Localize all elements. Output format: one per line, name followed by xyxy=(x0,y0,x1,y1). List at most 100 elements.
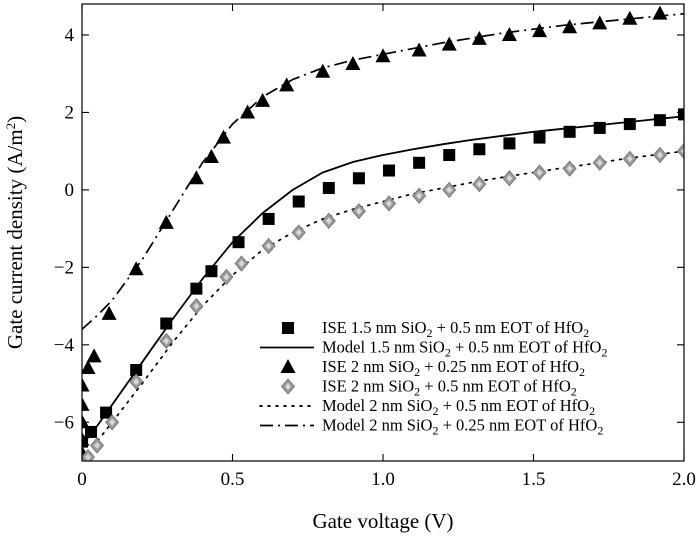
data-point xyxy=(622,150,637,168)
data-point xyxy=(261,237,276,255)
legend-label-mid: + 0.25 nm EOT of HfO xyxy=(438,416,597,435)
data-point xyxy=(562,19,578,34)
data-point xyxy=(352,172,365,185)
data-point xyxy=(82,377,90,392)
data-point xyxy=(203,148,219,163)
data-point xyxy=(411,42,427,57)
y-tick-label: 0 xyxy=(65,180,75,201)
data-point xyxy=(383,164,396,177)
data-point xyxy=(532,23,548,38)
data-point xyxy=(128,261,144,276)
data-point xyxy=(101,305,117,320)
legend-label-mid: + 0.25 nm EOT of HfO xyxy=(420,357,579,376)
data-point xyxy=(676,143,684,160)
data-point xyxy=(471,30,487,45)
legend-label: ISE 1.5 nm SiO2 + 0.5 nm EOT of HfO2 xyxy=(322,318,589,340)
data-point xyxy=(160,317,173,330)
legend-label: Model 2 nm SiO2 + 0.25 nm EOT of HfO2 xyxy=(322,416,603,438)
legend-label-sub: 2 xyxy=(445,346,451,360)
data-point xyxy=(219,268,234,286)
legend: ISE 1.5 nm SiO2 + 0.5 nm EOT of HfO2Mode… xyxy=(259,318,607,438)
x-tick-label: 2.0 xyxy=(672,469,696,490)
legend-entry: ISE 2 nm SiO2 + 0.25 nm EOT of HfO2 xyxy=(280,357,585,379)
data-point xyxy=(205,265,218,278)
data-point xyxy=(159,332,174,350)
x-tick-label: 1.5 xyxy=(522,469,546,490)
data-point xyxy=(85,425,98,438)
data-point xyxy=(562,160,577,177)
x-tick-label: 0.5 xyxy=(221,469,245,490)
data-point xyxy=(533,131,546,144)
legend-label-sub: 2 xyxy=(414,365,420,379)
data-point xyxy=(442,181,457,199)
legend-label: Model 1.5 nm SiO2 + 0.5 nm EOT of HfO2 xyxy=(322,338,607,360)
legend-label-sub: 2 xyxy=(601,346,607,360)
data-point xyxy=(130,363,143,376)
data-point xyxy=(292,195,305,208)
y-axis-label-close: ) xyxy=(3,116,27,123)
data-point xyxy=(86,348,102,363)
data-point xyxy=(501,26,517,41)
data-point xyxy=(90,437,105,454)
legend-label-main: Model 2 nm SiO xyxy=(322,416,433,435)
legend-label-sub: 2 xyxy=(432,424,438,438)
data-point xyxy=(592,154,607,171)
data-point xyxy=(82,360,96,375)
data-point xyxy=(532,164,547,181)
data-point xyxy=(82,431,90,446)
series-1 xyxy=(82,108,684,448)
legend-label-main: ISE 2 nm SiO xyxy=(322,357,414,376)
data-point xyxy=(100,406,113,419)
data-point xyxy=(232,236,245,249)
x-tick-label: 0 xyxy=(77,469,87,490)
legend-label-mid: + 0.5 nm EOT of HfO xyxy=(433,318,584,337)
legend-label-sub: 2 xyxy=(583,326,589,340)
legend-label: ISE 2 nm SiO2 + 0.25 nm EOT of HfO2 xyxy=(322,357,585,379)
series-line xyxy=(82,115,684,447)
legend-label-sub: 2 xyxy=(597,424,603,438)
data-point xyxy=(413,156,426,169)
legend-label-main: ISE 1.5 nm SiO xyxy=(322,318,427,337)
y-tick-label: 4 xyxy=(65,25,75,46)
legend-label-main: Model 2 nm SiO xyxy=(322,396,433,415)
y-axis-label-sup: 2 xyxy=(3,123,18,130)
legend-entry: ISE 2 nm SiO2 + 0.5 nm EOT of HfO2 xyxy=(280,377,577,399)
legend-label-mid: + 0.5 nm EOT of HfO xyxy=(438,396,589,415)
legend-label: ISE 2 nm SiO2 + 0.5 nm EOT of HfO2 xyxy=(322,377,577,399)
data-point xyxy=(441,36,457,51)
data-point xyxy=(105,414,120,431)
data-point xyxy=(158,214,174,229)
data-point xyxy=(473,143,486,156)
data-point xyxy=(234,255,249,272)
data-point xyxy=(412,187,427,204)
x-axis-label: Gate voltage (V) xyxy=(312,509,453,533)
series-4 xyxy=(82,143,684,461)
legend-label-main: ISE 2 nm SiO xyxy=(322,377,414,396)
legend-entry: Model 2 nm SiO2 + 0.25 nm EOT of HfO2 xyxy=(260,416,603,438)
data-point xyxy=(82,396,90,411)
data-point xyxy=(189,297,204,315)
data-point xyxy=(82,414,90,429)
data-point xyxy=(188,170,204,185)
data-point xyxy=(345,56,361,71)
data-point xyxy=(652,146,667,164)
data-point xyxy=(322,181,335,194)
y-tick-label: 2 xyxy=(65,102,75,123)
legend-entry: Model 2 nm SiO2 + 0.5 nm EOT of HfO2 xyxy=(259,396,595,418)
data-point xyxy=(375,48,391,63)
data-point xyxy=(279,77,295,92)
legend-symbol xyxy=(280,378,296,395)
legend-symbol xyxy=(282,322,294,334)
series-layer xyxy=(82,5,684,461)
data-point xyxy=(593,121,606,134)
legend-label-sub: 2 xyxy=(589,404,595,418)
data-point xyxy=(351,203,366,220)
data-point xyxy=(321,212,336,229)
x-tick-label: 1.0 xyxy=(371,469,395,490)
data-point xyxy=(622,10,638,25)
data-point xyxy=(592,15,608,30)
y-tick-label: −4 xyxy=(54,335,75,356)
legend-label-sub: 2 xyxy=(432,404,438,418)
y-tick-label: −2 xyxy=(54,257,74,278)
